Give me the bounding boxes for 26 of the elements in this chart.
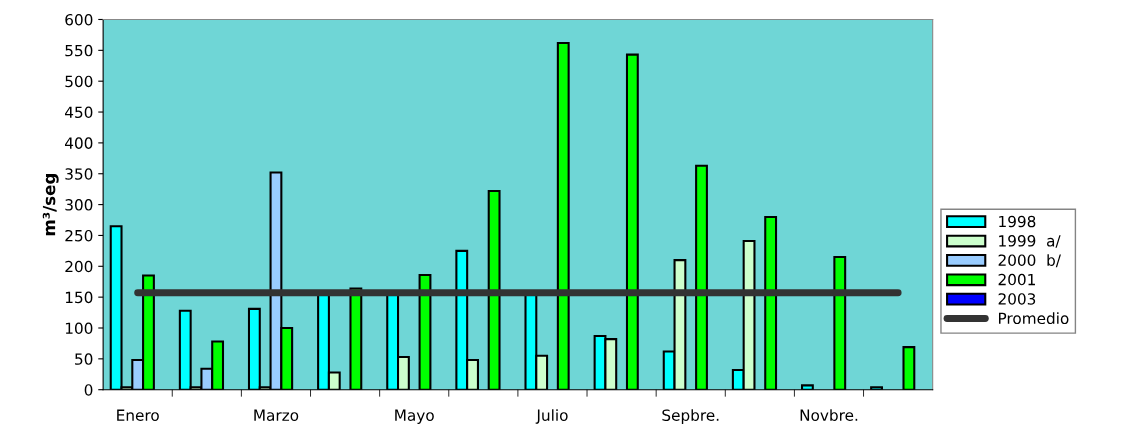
y-tick-label: 400	[65, 137, 93, 149]
legend-label: 2003	[998, 293, 1036, 305]
x-tick-label: Novbre.	[800, 409, 858, 421]
x-tick-label: Marzo	[254, 409, 299, 421]
y-tick-label: 550	[65, 44, 93, 57]
y-axis-title: m³/seg	[42, 174, 59, 236]
y-tick-label: 450	[65, 106, 93, 119]
y-tick-label: 200	[65, 260, 93, 273]
legend-label: 2001	[998, 273, 1035, 286]
x-tick-label: Mayo	[395, 409, 434, 424]
y-tick-label: 100	[65, 322, 93, 335]
legend-label: 1998	[999, 215, 1036, 228]
y-tick-label: 300	[65, 199, 93, 211]
legend-label: 1999 a/	[999, 235, 1061, 248]
x-tick-label: Sepbre.	[662, 409, 719, 424]
legend-label: Promedio	[998, 312, 1069, 325]
y-tick-label: 350	[65, 168, 93, 180]
y-tick-label: 150	[65, 291, 93, 304]
y-tick-label: 250	[65, 229, 93, 242]
y-tick-label: 600	[65, 13, 93, 26]
legend-label: 2000 b/	[998, 254, 1061, 268]
y-tick-label: 0	[84, 384, 93, 396]
y-tick-label: 500	[65, 75, 93, 88]
x-tick-label: Enero	[117, 409, 159, 421]
y-tick-label: 50	[75, 353, 93, 365]
x-tick-label: Julio	[535, 409, 568, 424]
